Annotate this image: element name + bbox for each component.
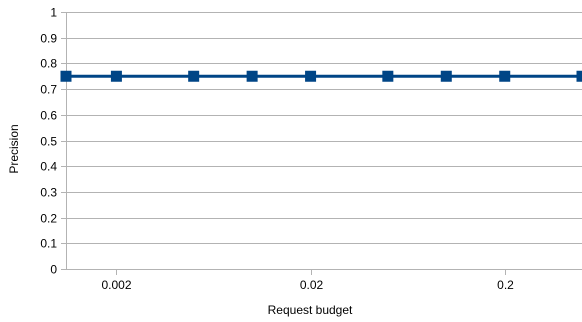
tick-labels: 0 0.1 0.2 0.3 0.4 0.5 0.6 0.7 0.8 0.9 1 0.002 0.02 0.… [40, 6, 514, 293]
y-tick-label: 0.2 [40, 212, 57, 226]
data-point-marker [576, 70, 582, 82]
x-axis-label: Request budget [268, 303, 353, 317]
y-tick-label: 0.8 [40, 57, 57, 71]
data-point-marker [188, 70, 200, 82]
y-tick-label: 0 [50, 263, 57, 277]
y-tick-label: 0.6 [40, 109, 57, 123]
grid-lines [66, 12, 582, 270]
y-axis-label: Precision [7, 124, 21, 173]
y-tick-label: 0.7 [40, 83, 57, 97]
axes [61, 12, 506, 275]
y-tick-label: 0.5 [40, 135, 57, 149]
data-point-marker [305, 70, 317, 82]
x-tick-label: 0.02 [300, 278, 324, 292]
data-point-marker [246, 70, 258, 82]
y-tick-label: 0.4 [40, 160, 57, 174]
y-tick-label: 0.1 [40, 237, 57, 251]
x-tick-label: 0.002 [101, 278, 131, 292]
data-series [60, 70, 582, 82]
x-tick-label: 0.2 [497, 278, 514, 292]
data-point-marker [60, 70, 72, 82]
data-point-marker [110, 70, 122, 82]
data-point-marker [499, 70, 511, 82]
y-tick-label: 0.3 [40, 186, 57, 200]
data-point-marker [440, 70, 452, 82]
data-point-marker [382, 70, 394, 82]
y-tick-label: 0.9 [40, 32, 57, 46]
y-tick-label: 1 [50, 6, 57, 20]
